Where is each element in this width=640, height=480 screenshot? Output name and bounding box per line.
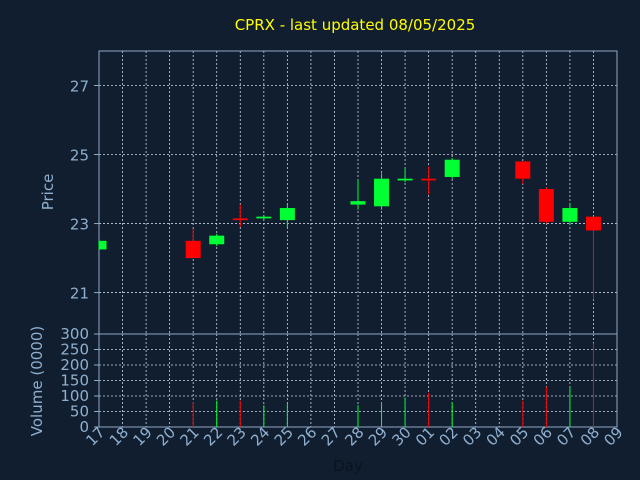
chart-title: CPRX - last updated 08/05/2025 [235, 16, 476, 34]
volume-tick-label: 200 [60, 356, 89, 374]
x-axis-label: Day [333, 457, 363, 475]
candle-body [444, 159, 460, 177]
price-tick-label: 21 [70, 285, 89, 303]
price-panel: 21 23 25 27 [70, 50, 618, 335]
volume-tick-label: 250 [60, 341, 89, 359]
volume-axis-label: Volume (0000) [28, 326, 46, 436]
candle-body [515, 161, 531, 179]
volume-tick-label: 150 [60, 372, 89, 390]
candle-body [185, 240, 201, 259]
candle-body [256, 216, 272, 219]
candle-body [209, 235, 225, 245]
price-tick-label: 25 [70, 147, 89, 165]
candle-body [397, 178, 413, 181]
candle-body [99, 240, 107, 250]
price-tick-label: 27 [70, 78, 89, 96]
candle-body [421, 178, 437, 181]
x-axis: 1718192021222324252627282930010203040506… [82, 423, 626, 449]
candle-body [374, 178, 390, 207]
candle-body [350, 201, 366, 205]
candle-body [538, 189, 554, 222]
volume-tick-label: 100 [60, 387, 89, 405]
candle-body [585, 216, 601, 231]
price-axis-label: Price [39, 174, 57, 211]
volume-tick-label: 50 [70, 403, 89, 421]
volume-tick-label: 300 [60, 325, 89, 343]
candle-body [562, 208, 578, 222]
candle-body [232, 218, 248, 221]
volume-tick-label: 0 [79, 418, 89, 436]
price-tick-label: 23 [70, 216, 89, 234]
candle-body [279, 208, 295, 221]
